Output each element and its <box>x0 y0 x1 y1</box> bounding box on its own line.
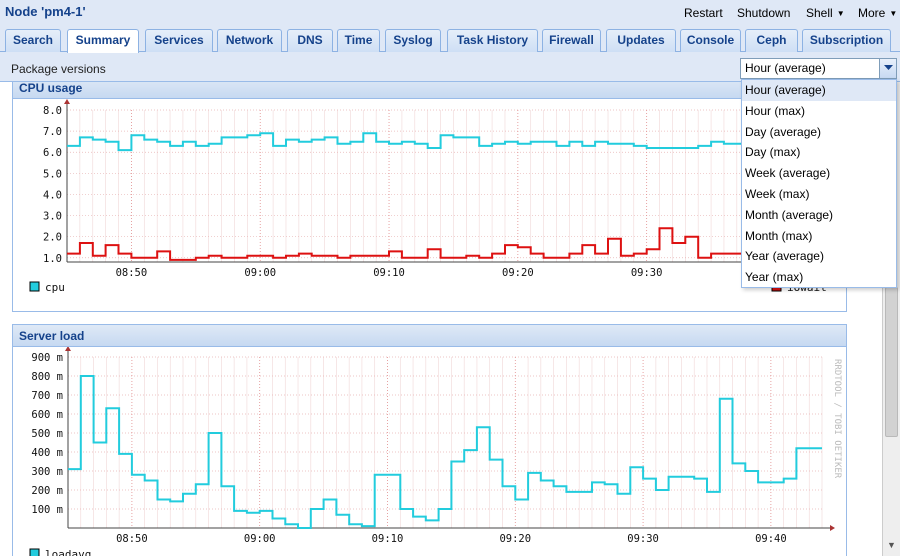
cpu-usage-panel: CPU usage 1.0 2.0 3.0 4.0 5.0 6.0 7.0 8.0 08:50 0… <box>12 82 847 312</box>
y-tick-label: 3.0 <box>43 211 62 223</box>
legend-label-loadavg: loadavg <box>45 548 91 556</box>
action-shutdown-button[interactable]: Shutdown <box>737 6 790 20</box>
x-tick-label: 08:50 <box>116 533 148 545</box>
package-versions-button[interactable]: Package versions <box>11 62 106 76</box>
timeframe-option[interactable]: Hour (average) <box>742 80 896 101</box>
timeframe-select[interactable]: Hour (average) <box>740 58 897 79</box>
y-tick-label: 6.0 <box>43 147 62 159</box>
y-tick-label: 8.0 <box>43 105 62 117</box>
tab-bar: Search Summary Services Network DNS Time Syslo… <box>0 27 900 53</box>
timeframe-option[interactable]: Day (max) <box>745 145 801 160</box>
y-tick-label: 200 m <box>31 485 63 497</box>
x-axis-arrow <box>830 525 835 531</box>
server-load-panel: Server load 100 m 200 m 300 m 400 m 500 m 600… <box>12 324 847 556</box>
y-tick-label: 500 m <box>31 428 63 440</box>
action-restart-button[interactable]: Restart <box>684 6 723 20</box>
tab-updates[interactable]: Updates <box>606 29 676 52</box>
timeframe-option[interactable]: Year (average) <box>745 249 824 264</box>
x-tick-label: 09:00 <box>244 533 276 545</box>
title-bar: Node 'pm4-1' Restart Shutdown Shell ▼ More ▼ <box>0 0 900 27</box>
y-tick-label: 700 m <box>31 390 63 402</box>
action-label: More <box>858 6 886 20</box>
timeframe-option[interactable]: Week (average) <box>745 166 831 181</box>
y-tick-label: 5.0 <box>43 168 62 180</box>
y-tick-label: 600 m <box>31 409 63 421</box>
summary-toolbar: Package versions Hour (average) <box>0 53 900 82</box>
x-tick-label: 09:30 <box>627 533 659 545</box>
action-more-button[interactable]: More ▼ <box>858 6 897 20</box>
y-tick-label: 300 m <box>31 466 63 478</box>
timeframe-option[interactable]: Week (max) <box>745 186 810 201</box>
y-tick-label: 800 m <box>31 371 63 383</box>
tab-subscription[interactable]: Subscription <box>802 29 891 52</box>
y-tick-label: 2.0 <box>43 232 62 244</box>
caret-down-icon: ▼ <box>889 9 898 18</box>
caret-down-icon: ▼ <box>836 9 845 18</box>
summary-content: CPU usage 1.0 2.0 3.0 4.0 5.0 6.0 7.0 8.0 08:50 0… <box>0 82 882 556</box>
chevron-down-icon[interactable] <box>879 59 896 78</box>
tab-network[interactable]: Network <box>217 29 282 52</box>
tab-search[interactable]: Search <box>5 29 61 52</box>
page-title: Node 'pm4-1' <box>5 4 86 19</box>
x-tick-label: 09:20 <box>502 267 534 279</box>
y-axis-arrow <box>64 99 70 104</box>
timeframe-option[interactable]: Month (max) <box>745 228 813 243</box>
series-line-iowait <box>67 227 827 261</box>
legend-swatch-cpu <box>29 281 40 292</box>
y-tick-label: 7.0 <box>43 126 62 138</box>
tab-summary[interactable]: Summary <box>67 29 139 53</box>
y-tick-label: 100 m <box>31 504 63 516</box>
y-axis-arrow <box>65 347 71 351</box>
timeframe-option[interactable]: Hour (max) <box>745 103 806 118</box>
timeframe-option[interactable]: Day (average) <box>745 124 822 139</box>
action-shell-button[interactable]: Shell ▼ <box>806 6 845 20</box>
series-line-cpu <box>67 132 827 152</box>
tab-services[interactable]: Services <box>145 29 213 52</box>
cpu-usage-panel-title: CPU usage <box>13 82 846 99</box>
x-tick-label: 09:40 <box>755 533 787 545</box>
action-label: Shell <box>806 6 833 20</box>
tab-firewall[interactable]: Firewall <box>542 29 601 52</box>
series-line-loadavg <box>68 375 822 529</box>
cpu-usage-chart: 1.0 2.0 3.0 4.0 5.0 6.0 7.0 8.0 08:50 09:00 09:10 0… <box>29 99 840 294</box>
timeframe-option[interactable]: Month (average) <box>745 207 834 222</box>
x-tick-label: 09:20 <box>499 533 531 545</box>
x-tick-label: 09:00 <box>244 267 276 279</box>
tab-dns[interactable]: DNS <box>287 29 333 52</box>
y-tick-label: 900 m <box>31 352 63 364</box>
action-label: Shutdown <box>737 6 791 20</box>
x-tick-label: 08:50 <box>116 267 148 279</box>
x-tick-label: 09:10 <box>373 267 405 279</box>
tab-console[interactable]: Console <box>680 29 741 52</box>
scroll-down-arrow-icon[interactable]: ▼ <box>887 540 896 550</box>
tab-task-history[interactable]: Task History <box>447 29 538 52</box>
legend-label-cpu: cpu <box>45 281 65 294</box>
x-tick-label: 09:30 <box>631 267 663 279</box>
legend-swatch-loadavg <box>29 548 40 556</box>
y-tick-label: 4.0 <box>43 189 62 201</box>
server-load-chart: 100 m 200 m 300 m 400 m 500 m 600 m 700 m 800 m… <box>29 347 842 556</box>
timeframe-value: Hour (average) <box>745 61 826 75</box>
rrdtool-watermark: RRDTOOL / TOBI OETIKER <box>832 359 842 479</box>
timeframe-option[interactable]: Year (max) <box>745 270 804 285</box>
timeframe-dropdown: Hour (average) Hour (max) Day (average) Day… <box>741 79 897 288</box>
scrollbar-thumb[interactable] <box>885 287 898 437</box>
action-label: Restart <box>684 6 723 20</box>
tab-syslog[interactable]: Syslog <box>385 29 441 52</box>
tab-time[interactable]: Time <box>337 29 380 52</box>
y-tick-label: 1.0 <box>43 253 62 265</box>
y-tick-label: 400 m <box>31 447 63 459</box>
server-load-panel-title: Server load <box>13 325 846 347</box>
tab-ceph[interactable]: Ceph <box>745 29 798 52</box>
x-tick-label: 09:10 <box>372 533 404 545</box>
